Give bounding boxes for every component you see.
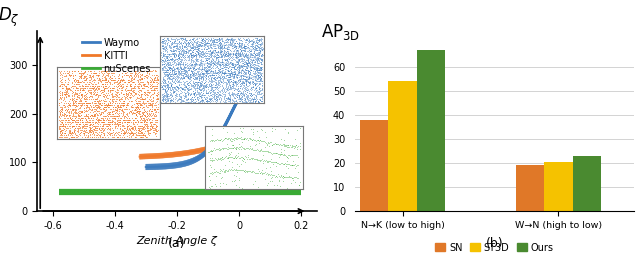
Bar xyxy=(516,166,544,211)
Legend: Waymo, KITTI, nuScenes: Waymo, KITTI, nuScenes xyxy=(78,34,155,77)
Text: (b): (b) xyxy=(486,237,504,250)
Legend: SN, ST3D, Ours: SN, ST3D, Ours xyxy=(431,239,558,257)
Bar xyxy=(360,120,388,211)
Text: $\mathrm{AP_{3D}}$: $\mathrm{AP_{3D}}$ xyxy=(321,22,360,42)
Bar xyxy=(544,162,573,211)
Bar xyxy=(388,81,417,211)
X-axis label: Zenith Angle ζ: Zenith Angle ζ xyxy=(136,236,218,246)
Text: (a): (a) xyxy=(168,237,186,250)
Bar xyxy=(417,50,445,211)
Bar xyxy=(573,156,601,211)
Text: $D_\zeta$: $D_\zeta$ xyxy=(0,6,20,29)
